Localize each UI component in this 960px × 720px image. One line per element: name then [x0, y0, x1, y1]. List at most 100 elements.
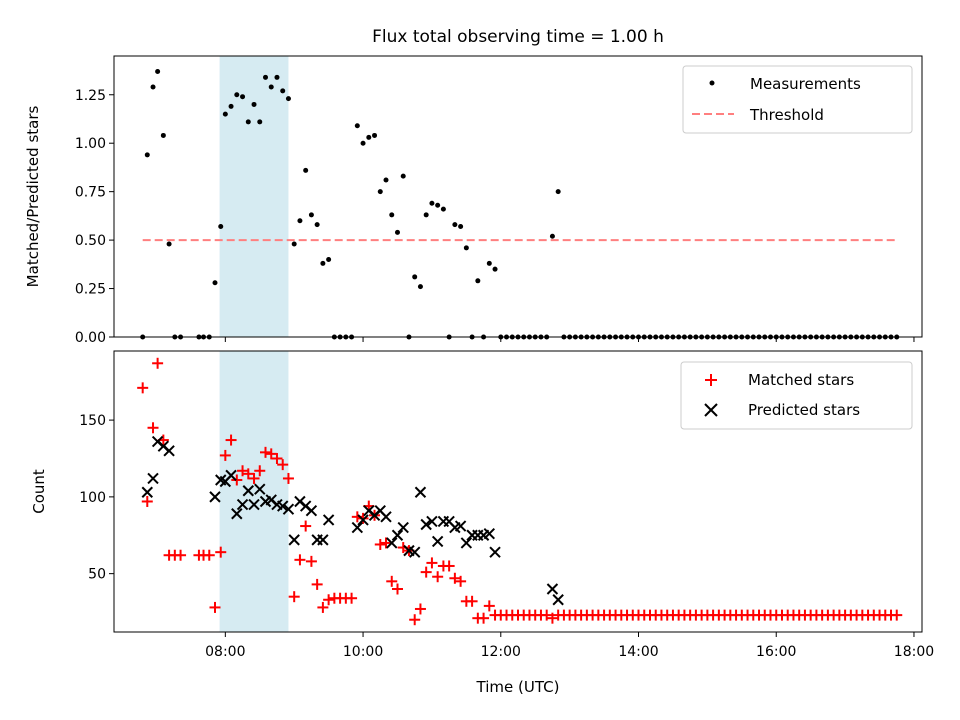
measurement-point: [308, 212, 314, 218]
measurement-point: [245, 119, 251, 125]
top-panel: 0.00 0.25 0.50 0.75 1.00 1.25 Matched/Predict…: [24, 55, 923, 346]
measurement-point: [160, 132, 166, 138]
predicted-star-point: [351, 521, 364, 534]
matched-star-point: [254, 465, 266, 477]
predicted-star-point: [282, 503, 295, 515]
measurement-point: [372, 132, 378, 138]
predicted-star-point: [426, 515, 438, 528]
bottom-axes-frame: [113, 350, 923, 633]
predicted-star-point: [305, 504, 318, 517]
measurement-point: [389, 212, 395, 218]
measurement-point: [320, 260, 326, 266]
matched-star-point: [260, 446, 271, 458]
predicted-star-point: [460, 537, 473, 549]
matched-star-point: [219, 449, 231, 461]
predicted-legend-marker: [704, 403, 718, 417]
top-y-tick-label: 1.25: [75, 88, 106, 104]
bottom-y-ticks: 50 100 150: [79, 413, 114, 583]
predicted-star-point: [483, 528, 496, 540]
measurement-point: [412, 274, 418, 280]
measurement-point: [257, 119, 263, 125]
bottom-y-tick-label: 50: [88, 567, 106, 583]
top-axes-frame: [113, 55, 923, 338]
measurement-point: [144, 152, 150, 158]
matched-star-point: [478, 612, 490, 624]
matched-star-point: [305, 555, 317, 567]
matched-star-point: [386, 575, 398, 587]
measurement-point: [268, 84, 274, 90]
matched-star-point: [466, 595, 478, 607]
measurement-point: [360, 140, 366, 146]
measurement-point: [218, 224, 224, 230]
measurement-point: [429, 200, 435, 206]
predicted-star-point: [386, 537, 398, 549]
bottom-x-tick-label: 08:00: [205, 644, 245, 660]
top-y-tick-label: 0.00: [75, 330, 106, 346]
bottom-highlight-span: [219, 351, 289, 632]
measurement-point: [166, 241, 172, 247]
measurement-point: [326, 256, 332, 262]
measurement-point: [475, 278, 481, 284]
predicted-star-point: [431, 535, 444, 548]
measurement-point: [549, 233, 555, 239]
predicted-star-point: [380, 511, 392, 523]
bottom-x-tick-label: 14:00: [618, 644, 658, 660]
predicted-star-point: [163, 445, 175, 457]
chart-title: Flux total observing time = 1.00 h: [372, 27, 664, 47]
measurement-point: [440, 206, 446, 212]
matched-star-point: [323, 594, 335, 606]
measurement-point: [555, 189, 561, 195]
measurement-point: [212, 280, 218, 286]
matched-star-point: [432, 571, 444, 583]
top-y-tick-label: 0.75: [75, 185, 106, 201]
matched-stars-points: [137, 357, 903, 626]
matched-star-point: [231, 474, 243, 486]
top-highlight-span: [219, 56, 289, 337]
matched-star-point: [391, 583, 403, 595]
predicted-star-point: [546, 583, 559, 595]
matched-star-point: [455, 575, 467, 587]
measurement-point: [435, 202, 441, 208]
measurement-point: [222, 111, 228, 117]
top-y-tick-label: 0.25: [75, 282, 106, 298]
predicted-star-point: [397, 521, 409, 534]
x-axis-label: Time (UTC): [476, 678, 560, 696]
matched-star-point: [147, 422, 159, 434]
measurements-legend-marker: [709, 80, 715, 86]
matched-star-point: [282, 472, 294, 484]
measurement-point: [394, 229, 400, 235]
predicted-star-point: [322, 514, 335, 526]
predicted-legend-label: Predicted stars: [748, 401, 860, 419]
measurement-point: [366, 134, 372, 140]
matched-star-point: [317, 601, 329, 613]
predicted-star-point: [317, 534, 329, 546]
top-x-ticks: [224, 337, 915, 342]
bottom-x-tick-label: 18:00: [894, 644, 934, 660]
bottom-x-ticks: 08:00 10:00 12:00 14:00 16:00 18:00: [205, 632, 934, 660]
predicted-star-point: [147, 472, 159, 485]
top-y-tick-label: 1.00: [75, 136, 106, 152]
matched-star-point: [175, 549, 187, 561]
matched-star-point: [311, 578, 323, 590]
bottom-x-tick-label: 16:00: [756, 644, 796, 660]
measurement-point: [383, 177, 389, 183]
top-y-axis-label: Matched/Predicted stars: [24, 106, 42, 288]
predicted-star-point: [248, 498, 260, 511]
measurement-point: [423, 212, 429, 218]
measurement-point: [251, 101, 257, 107]
predicted-star-point: [391, 529, 404, 541]
matched-star-point: [215, 546, 227, 558]
measurement-point: [280, 88, 286, 94]
measurement-point: [400, 173, 406, 179]
measurement-point: [297, 218, 303, 224]
top-y-tick-label: 0.50: [75, 233, 106, 249]
predicted-star-point: [552, 594, 564, 606]
matched-star-point: [271, 452, 283, 464]
matched-star-point: [443, 560, 455, 572]
matched-star-point: [294, 554, 306, 566]
matched-star-point: [380, 537, 392, 549]
measurement-point: [228, 103, 234, 109]
bottom-y-tick-label: 100: [79, 490, 106, 506]
